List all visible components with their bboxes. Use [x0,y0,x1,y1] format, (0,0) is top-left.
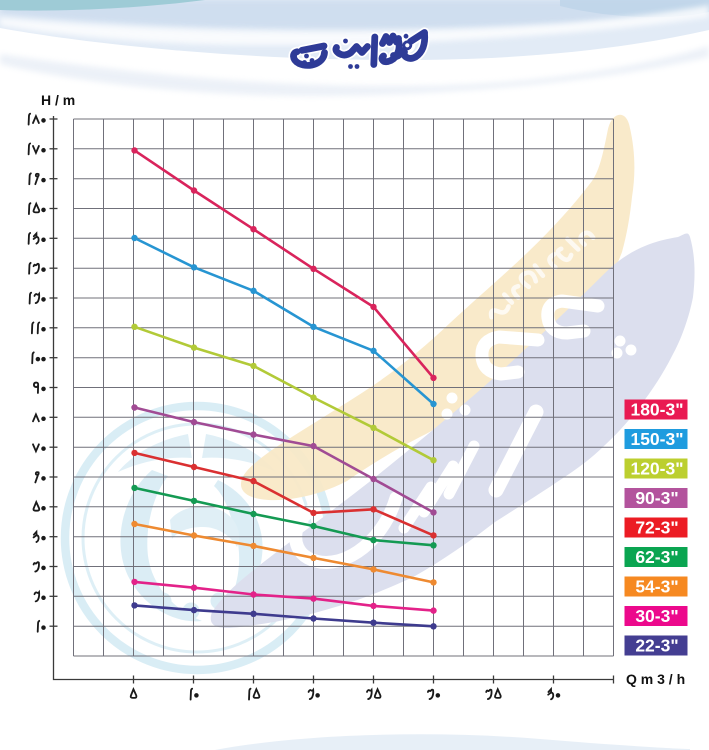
svg-text:H / m: H / m [41,92,75,108]
svg-text:22-3": 22-3" [635,636,678,656]
svg-text:72-3": 72-3" [635,518,678,538]
svg-text:90-3": 90-3" [635,488,678,508]
svg-text:150-3": 150-3" [630,429,683,449]
svg-text:30-3": 30-3" [635,606,678,626]
svg-text:62-3": 62-3" [635,547,678,567]
svg-text:120-3": 120-3" [630,459,683,479]
svg-text:180-3": 180-3" [630,400,683,420]
svg-text:54-3": 54-3" [635,577,678,597]
svg-text:Q m 3 / h: Q m 3 / h [626,671,685,687]
